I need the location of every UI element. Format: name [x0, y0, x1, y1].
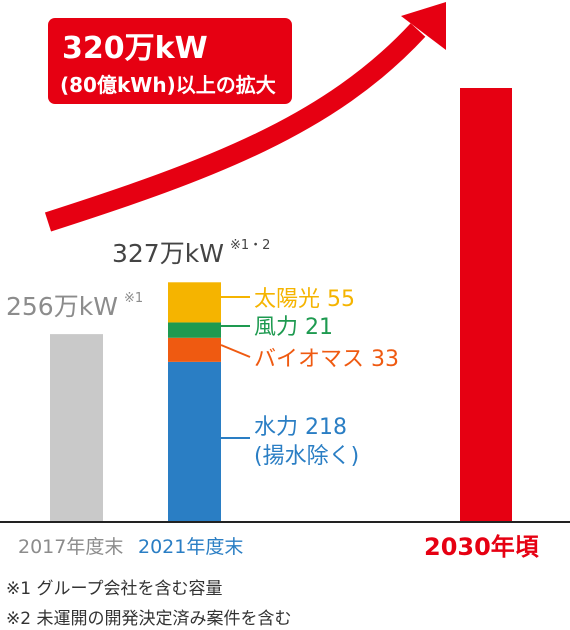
category-label-2017: 2017年度末 [18, 536, 123, 558]
category-label-2021: 2021年度末 [138, 536, 243, 558]
bar-2030 [460, 88, 512, 521]
footnote-2: ※2 未運開の開発決定済み案件を含む [6, 609, 292, 629]
callout-amount: 320万kW [62, 31, 208, 66]
bar-2021-wind-segment [168, 322, 221, 338]
bar-2017 [50, 334, 103, 521]
footnote-1: ※1 グループ会社を含む容量 [6, 579, 223, 599]
total-label-2017: 256万kW [6, 292, 118, 321]
category-label-2030: 2030年頃 [424, 533, 540, 561]
hydro-label: 水力 218 [254, 415, 347, 440]
note-mark-2021: ※1・2 [230, 238, 270, 253]
total-label-2021: 327万kW [112, 239, 224, 268]
growth-arrow-head [401, 2, 446, 50]
solar-label: 太陽光 55 [254, 287, 355, 312]
biomass-leader [220, 344, 251, 358]
bar-2021-biomass-segment [168, 337, 221, 362]
growth-arrow [44, 23, 426, 232]
callout-detail: (80億kWh)以上の拡大 [60, 73, 276, 97]
bar-2021-hydro-segment [168, 361, 221, 521]
note-mark-2017: ※1 [124, 291, 143, 306]
hydro-sublabel: (揚水除く) [254, 444, 359, 469]
biomass-label: バイオマス 33 [254, 347, 399, 372]
wind-label: 風力 21 [254, 315, 333, 340]
callout-box [48, 18, 292, 104]
bar-2021-solar-segment [168, 282, 221, 323]
